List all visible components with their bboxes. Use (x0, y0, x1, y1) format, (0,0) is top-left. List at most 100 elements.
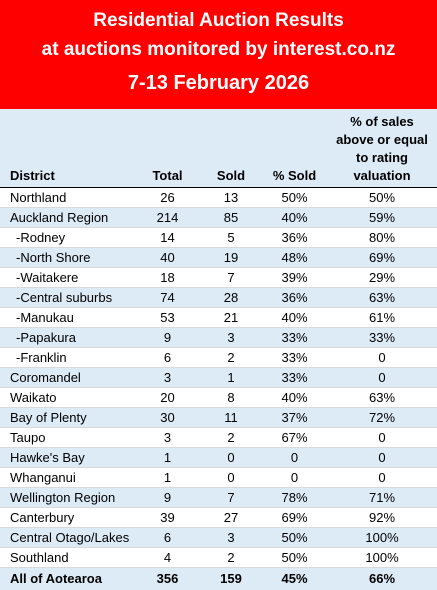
cell-pct-sold: 78% (262, 488, 327, 508)
title-banner: Residential Auction Results at auctions … (0, 0, 437, 109)
cell-sold: 11 (200, 408, 262, 428)
cell-district: Waikato (0, 388, 135, 408)
cell-pct-above: 0 (327, 428, 437, 448)
cell-sold: 1 (200, 368, 262, 388)
cell-district: Northland (0, 188, 135, 208)
cell-total: 1 (135, 468, 200, 488)
cell-pct-above: 29% (327, 268, 437, 288)
cell-sold: 3 (200, 328, 262, 348)
cell-pct-sold: 0 (262, 448, 327, 468)
cell-pct-sold: 40% (262, 388, 327, 408)
cell-total: 214 (135, 208, 200, 228)
cell-district: -Waitakere (0, 268, 135, 288)
cell-district: Taupo (0, 428, 135, 448)
date-range: 7-13 February 2026 (0, 69, 437, 97)
results-table: District Total Sold % Sold % of sales ab… (0, 109, 437, 590)
cell-pct-above: 100% (327, 548, 437, 568)
cell-district: -North Shore (0, 248, 135, 268)
cell-sold: 7 (200, 488, 262, 508)
cell-pct-above: 61% (327, 308, 437, 328)
cell-total: 26 (135, 188, 200, 208)
cell-total: 39 (135, 508, 200, 528)
cell-sold: 27 (200, 508, 262, 528)
header-total: Total (135, 109, 200, 188)
cell-sold: 3 (200, 528, 262, 548)
cell-pct-sold: 36% (262, 228, 327, 248)
cell-district: Canterbury (0, 508, 135, 528)
cell-pct-sold: 67% (262, 428, 327, 448)
cell-district: Southland (0, 548, 135, 568)
cell-pct-above: 0 (327, 348, 437, 368)
cell-pct-above: 63% (327, 388, 437, 408)
cell-sold: 2 (200, 548, 262, 568)
cell-total: 1 (135, 448, 200, 468)
cell-pct-above: 80% (327, 228, 437, 248)
cell-total: 40 (135, 248, 200, 268)
cell-total: 4 (135, 548, 200, 568)
cell-district: Auckland Region (0, 208, 135, 228)
cell-sold: 0 (200, 468, 262, 488)
cell-district: -Central suburbs (0, 288, 135, 308)
cell-district: -Papakura (0, 328, 135, 348)
cell-sold: 0 (200, 448, 262, 468)
cell-pct-sold: 33% (262, 368, 327, 388)
cell-pct-above: 50% (327, 188, 437, 208)
cell-total: 3 (135, 428, 200, 448)
header-district: District (0, 109, 135, 188)
cell-pct-sold: 69% (262, 508, 327, 528)
cell-sold: 2 (200, 428, 262, 448)
header-pct-above-valuation: % of sales above or equal to rating valu… (327, 109, 437, 188)
title-line-1: Residential Auction Results (0, 8, 437, 34)
header-sold: Sold (200, 109, 262, 188)
cell-pct-above: 72% (327, 408, 437, 428)
cell-pct-sold: 0 (262, 468, 327, 488)
cell-pct-sold: 50% (262, 548, 327, 568)
cell-total: 18 (135, 268, 200, 288)
cell-district: Bay of Plenty (0, 408, 135, 428)
cell-district: Coromandel (0, 368, 135, 388)
cell-pct-sold: 36% (262, 288, 327, 308)
cell-pct-above: 63% (327, 288, 437, 308)
cell-total: 9 (135, 488, 200, 508)
cell-total: 6 (135, 348, 200, 368)
cell-pct-sold: 40% (262, 208, 327, 228)
cell-pct-sold: 37% (262, 408, 327, 428)
cell-pct-above: 33% (327, 328, 437, 348)
cell-sold: 8 (200, 388, 262, 408)
cell-total: 74 (135, 288, 200, 308)
cell-total: 6 (135, 528, 200, 548)
cell-sold: 5 (200, 228, 262, 248)
cell-pct-above: 0 (327, 448, 437, 468)
cell-district: Central Otago/Lakes (0, 528, 135, 548)
header-pct-above-line-4: valuation (329, 167, 435, 185)
cell-total: 30 (135, 408, 200, 428)
table-header-row: District Total Sold % Sold % of sales ab… (0, 109, 437, 188)
cell-total: 9 (135, 328, 200, 348)
cell-district: -Manukau (0, 308, 135, 328)
cell-total: 3 (135, 368, 200, 388)
header-pct-above-line-1: % of sales (329, 113, 435, 131)
cell-pct-above: 69% (327, 248, 437, 268)
title-line-2: at auctions monitored by interest.co.nz (0, 37, 437, 63)
cell-sold: 28 (200, 288, 262, 308)
cell-sold: 7 (200, 268, 262, 288)
cell-sold: 21 (200, 308, 262, 328)
cell-pct-sold: 50% (262, 188, 327, 208)
cell-total: 20 (135, 388, 200, 408)
cell-pct-sold: 50% (262, 528, 327, 548)
